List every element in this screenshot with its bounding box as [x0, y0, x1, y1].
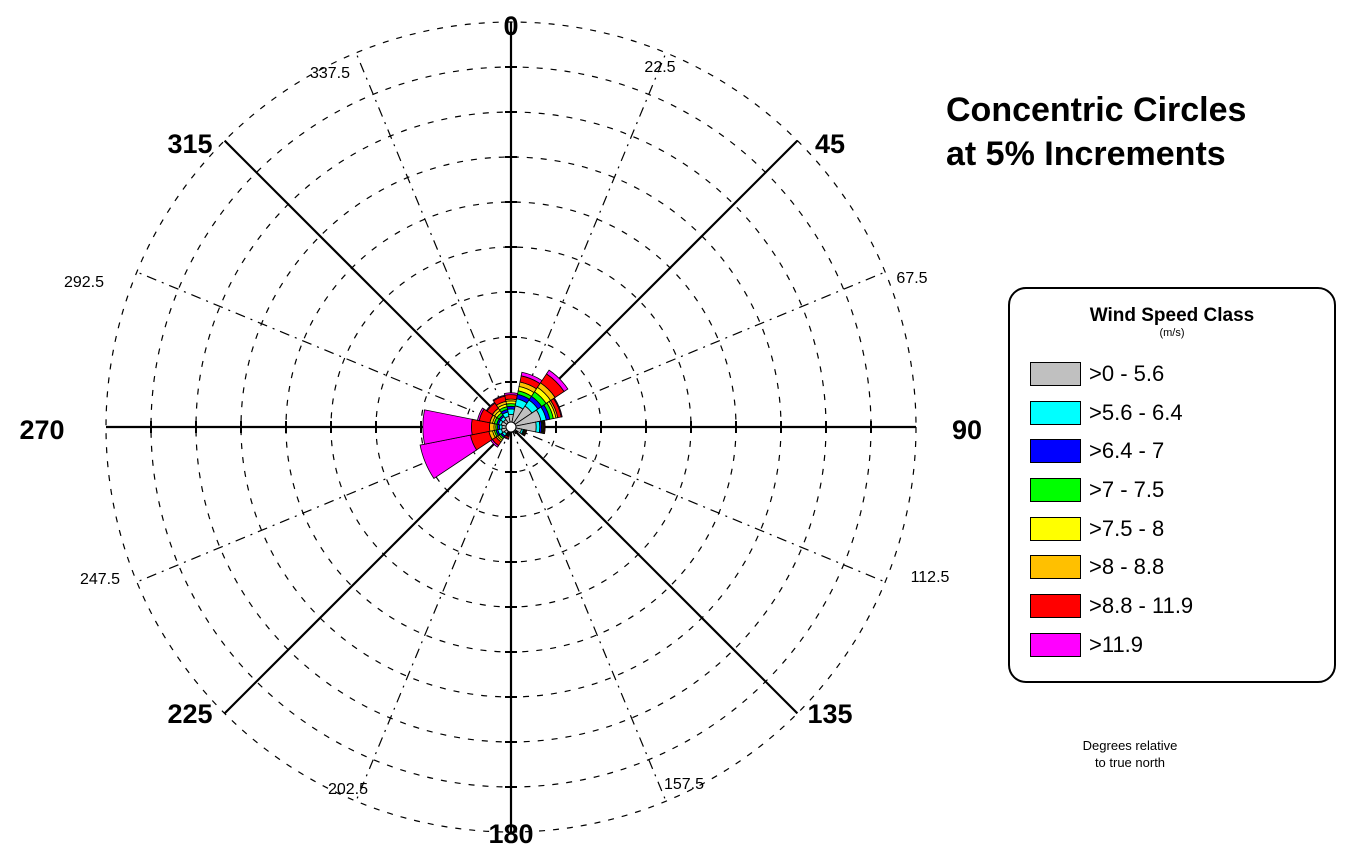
rose-wedge: [489, 422, 495, 432]
legend-swatch: [1030, 362, 1081, 386]
rose-wedge: [422, 409, 473, 445]
rose-wedge: [553, 397, 563, 418]
rose-wedge: [514, 430, 519, 435]
legend-box: Wind Speed Class (m/s) >0 - 5.6 >5.6 - 6…: [1008, 287, 1336, 683]
direction-label-minor: 157.5: [664, 776, 704, 793]
minor-spoke: [510, 271, 886, 428]
rose-wedge: [503, 392, 519, 396]
direction-label-major: 45: [815, 129, 845, 159]
legend-list: >0 - 5.6 >5.6 - 6.4 >6.4 - 7 >7 - 7.5 >7…: [1030, 360, 1193, 670]
minor-spoke: [355, 52, 512, 428]
direction-label-major: 315: [167, 129, 212, 159]
legend-item: >11.9: [1030, 631, 1193, 659]
legend-item: >0 - 5.6: [1030, 360, 1193, 388]
legend-label: >7.5 - 8: [1089, 515, 1165, 541]
legend-label: >7 - 7.5: [1089, 477, 1165, 503]
direction-label-minor: 292.5: [64, 274, 104, 291]
minor-spoke: [510, 426, 886, 583]
rose-wedge: [545, 369, 569, 393]
minor-spoke: [510, 52, 667, 428]
legend-swatch: [1030, 516, 1081, 541]
direction-label-major: 225: [167, 699, 212, 729]
legend-swatch: [1030, 555, 1081, 580]
direction-label-major: 0: [503, 11, 518, 41]
direction-label-minor: 112.5: [911, 569, 950, 586]
legend-label: >11.9: [1089, 631, 1144, 657]
rose-wedge: [523, 429, 528, 437]
direction-label-minor: 22.5: [644, 59, 675, 76]
chart-title: Concentric Circles at 5% Increments: [946, 91, 1247, 173]
minor-spoke: [136, 426, 512, 583]
legend-title: Wind Speed Class: [1089, 305, 1255, 326]
legend-item: >5.6 - 6.4: [1030, 399, 1193, 427]
legend-item: >7.5 - 8: [1030, 515, 1193, 543]
direction-label-minor: 202.5: [328, 781, 368, 798]
direction-label-major: 180: [488, 819, 533, 849]
legend-units: (m/s): [1159, 327, 1185, 339]
direction-note: Degrees relative to true north: [1082, 738, 1178, 770]
direction-label-major: 270: [19, 415, 64, 445]
direction-label-major: 90: [952, 415, 982, 445]
legend-swatch: [1030, 478, 1081, 503]
rose-wedge: [419, 434, 478, 480]
legend-item: >6.4 - 7: [1030, 437, 1193, 465]
minor-spoke: [136, 271, 512, 428]
rose-wedge: [504, 394, 518, 401]
legend-item: >7 - 7.5: [1030, 476, 1193, 504]
direction-label-minor: 67.5: [896, 270, 927, 287]
direction-label-minor: 337.5: [310, 65, 350, 82]
rose-wedge: [492, 394, 506, 402]
legend-swatch: [1030, 400, 1081, 425]
rose-wedge: [476, 407, 485, 422]
legend-label: >6.4 - 7: [1089, 438, 1165, 464]
major-spoke: [223, 426, 512, 715]
major-spoke: [223, 139, 512, 428]
legend-label: >5.6 - 6.4: [1089, 399, 1183, 425]
direction-label-major: 135: [807, 699, 852, 729]
minor-spoke: [355, 426, 512, 802]
direction-label-minor: 247.5: [80, 571, 120, 588]
legend-swatch: [1030, 594, 1081, 619]
legend-swatch: [1030, 632, 1081, 657]
major-spoke: [510, 426, 799, 715]
legend-label: >8 - 8.8: [1089, 554, 1165, 580]
legend-item: >8.8 - 11.9: [1030, 592, 1193, 620]
legend-label: >0 - 5.6: [1089, 361, 1165, 386]
legend-item: >8 - 8.8: [1030, 553, 1193, 581]
minor-spoke: [510, 426, 667, 802]
legend-swatch: [1030, 439, 1081, 464]
calm-center: [505, 421, 517, 433]
rose-wedge: [543, 419, 546, 435]
legend-label: >8.8 - 11.9: [1089, 593, 1194, 619]
